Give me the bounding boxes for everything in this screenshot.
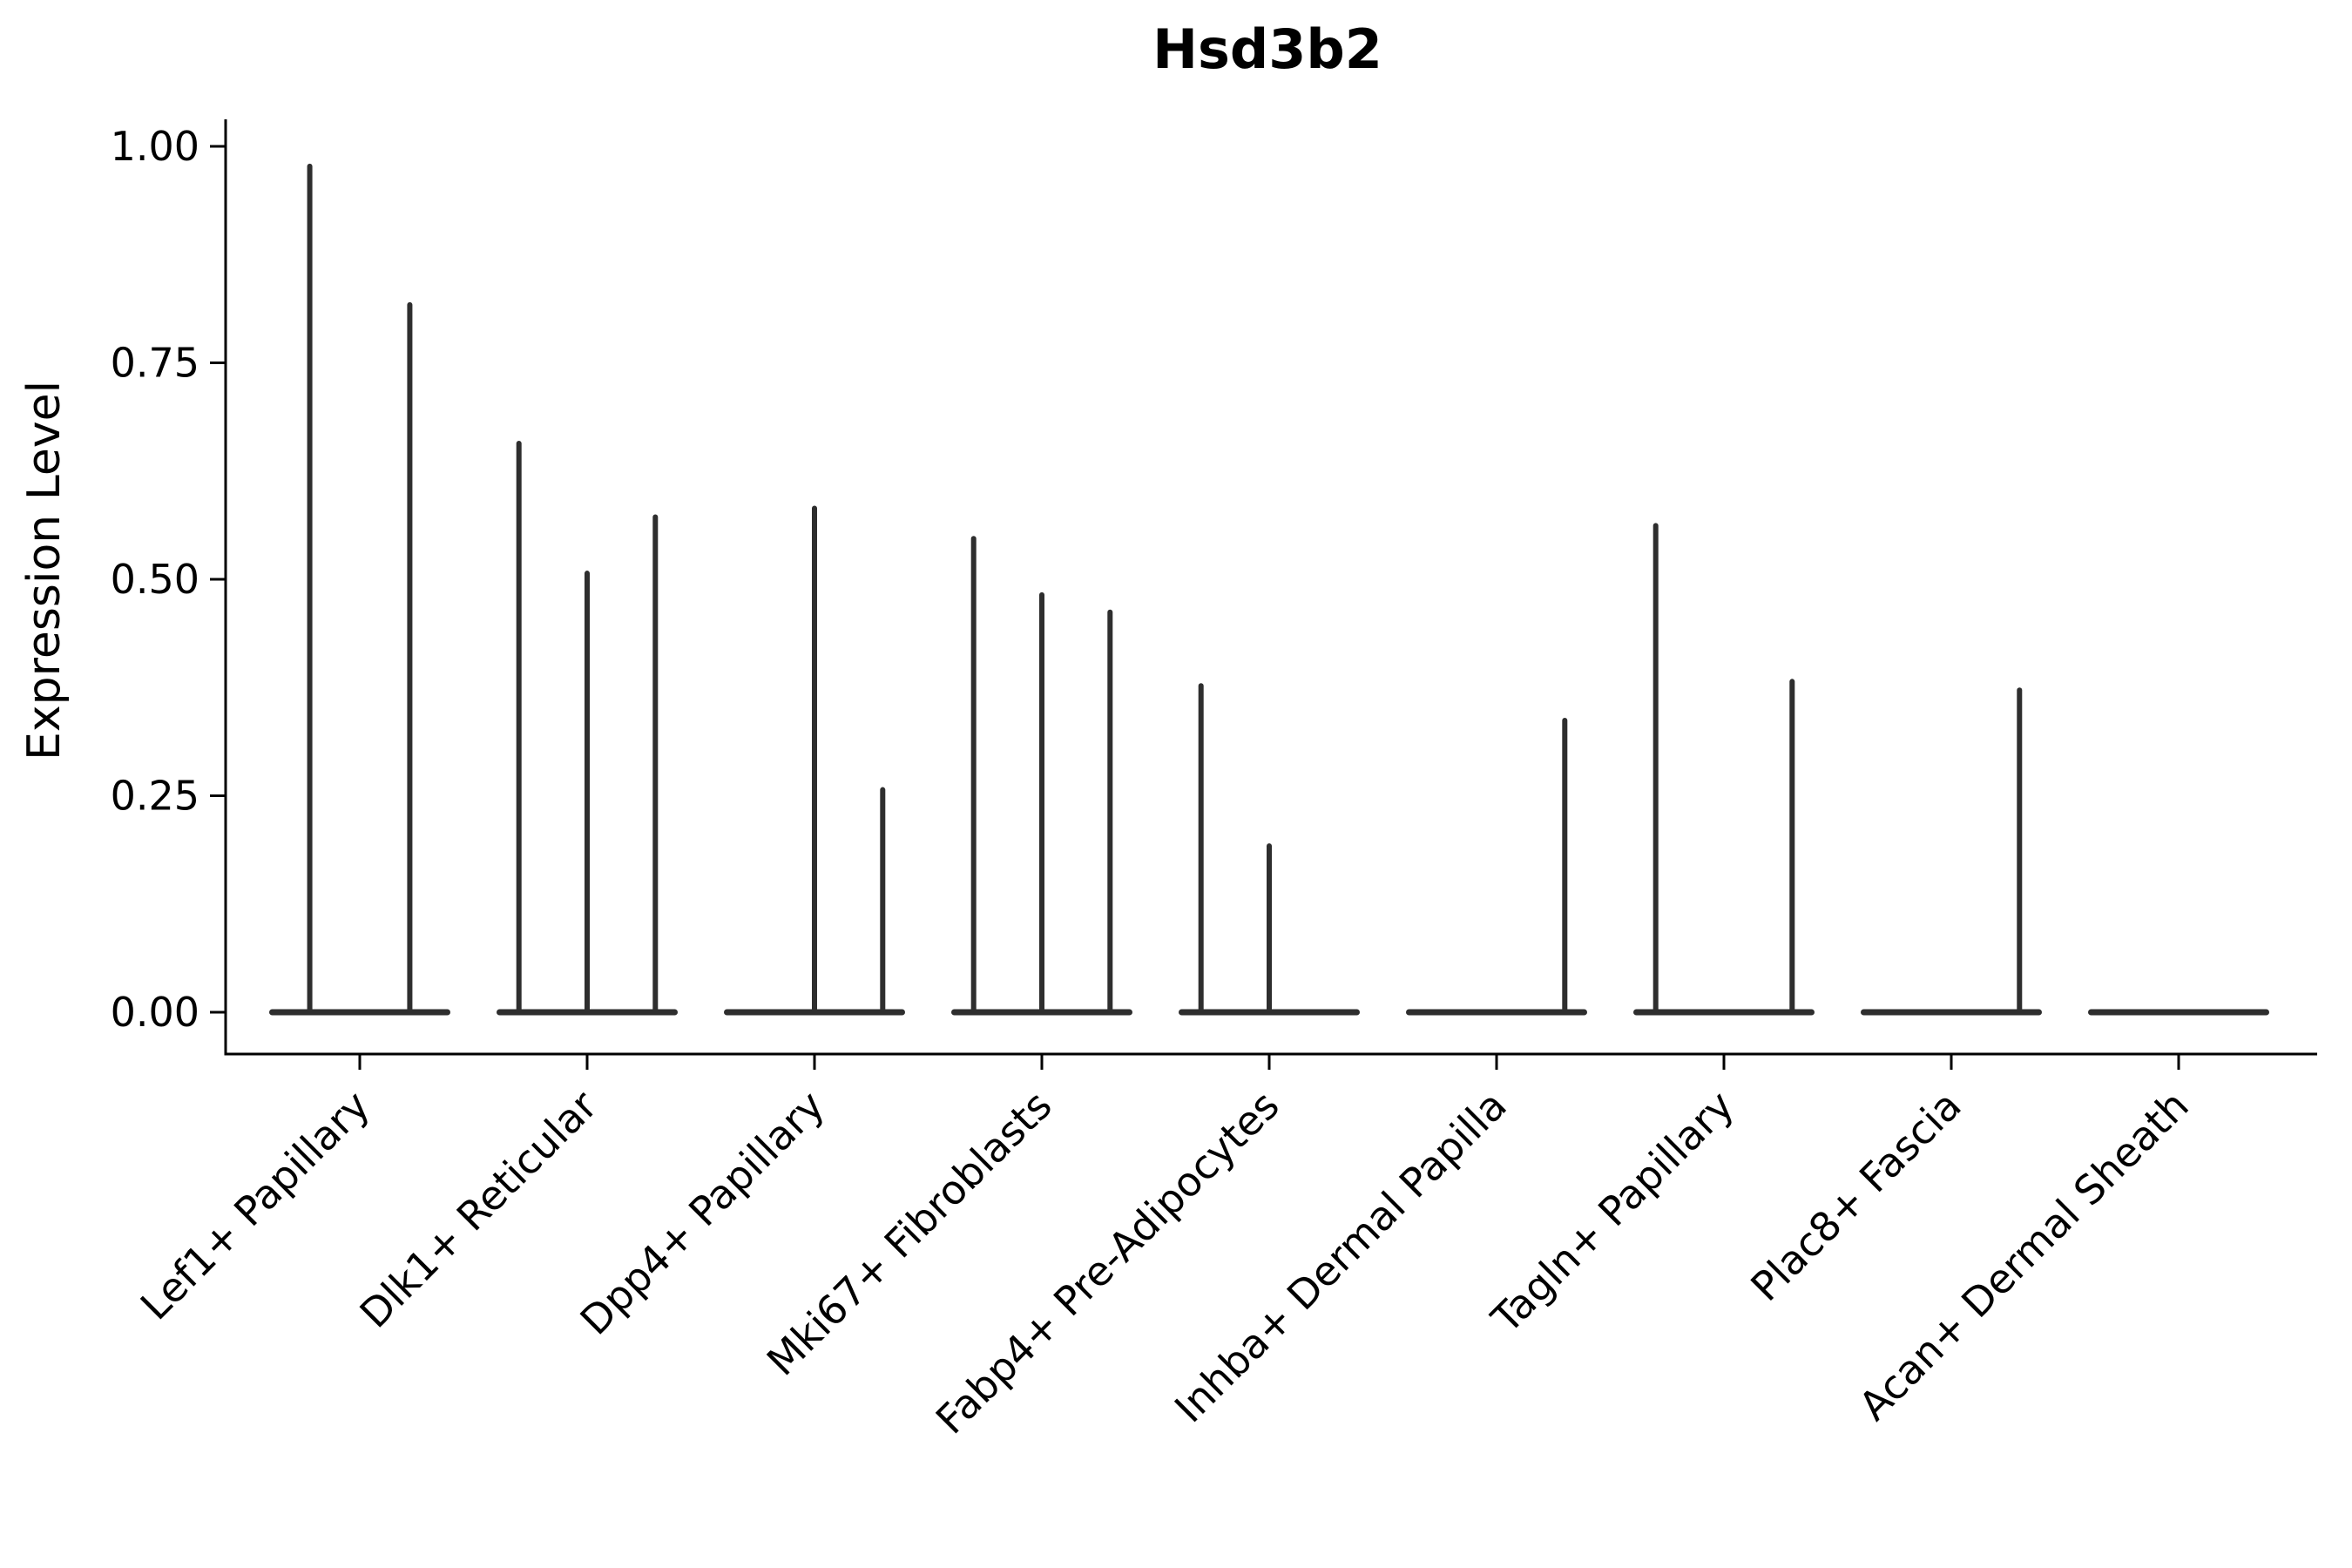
x-tick-label: Tagln+ Papillary	[1482, 1082, 1743, 1343]
chart-title: Hsd3b2	[1152, 17, 1382, 81]
violin-zero-mass	[1406, 1009, 1587, 1016]
y-tick-label: 1.00	[111, 123, 199, 170]
y-axis-title: Expression Level	[18, 381, 71, 760]
x-tick-label: Plac8+ Fascia	[1741, 1082, 1970, 1310]
violin-zero-mass	[1633, 1009, 1815, 1016]
chart-layer: 0.00 0.25 0.50 0.75 1.00 Lef1+ PapillaryDlk1+…	[111, 119, 2317, 1443]
violin-zero-mass	[269, 1009, 450, 1016]
x-tick-label: Lef1+ Papillary	[132, 1082, 379, 1329]
y-tick-label: 0.25	[111, 773, 199, 820]
violin-zero-mass	[2088, 1009, 2269, 1016]
y-tick-label: 0.50	[111, 556, 199, 603]
x-tick-label: Dlk1+ Reticular	[351, 1082, 606, 1337]
x-tick-label: Dpp4+ Papillary	[571, 1082, 834, 1344]
violin-zero-mass	[1861, 1009, 2042, 1016]
y-tick-label: 0.00	[111, 989, 199, 1036]
y-tick-label: 0.75	[111, 340, 199, 387]
